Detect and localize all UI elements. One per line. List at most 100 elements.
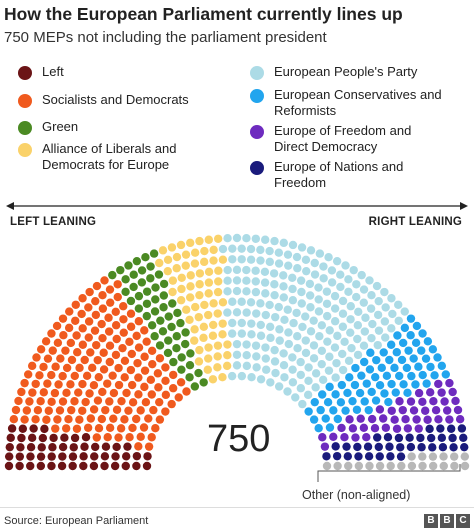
seat bbox=[322, 287, 332, 296]
legend-item-ecr: European Conservatives and Reformists bbox=[250, 87, 454, 119]
seat bbox=[329, 406, 338, 415]
seat bbox=[388, 309, 397, 319]
seat bbox=[159, 291, 169, 300]
seat bbox=[330, 291, 340, 301]
seat bbox=[372, 281, 382, 291]
seat bbox=[448, 387, 457, 397]
seat bbox=[288, 296, 298, 305]
seat bbox=[396, 443, 405, 452]
seat bbox=[208, 331, 218, 340]
seat bbox=[90, 452, 99, 461]
seat bbox=[460, 452, 470, 461]
total-seats: 750 bbox=[207, 418, 271, 460]
seat bbox=[242, 233, 251, 243]
seat bbox=[123, 442, 132, 451]
seat bbox=[449, 443, 458, 452]
seat bbox=[270, 236, 279, 246]
seat bbox=[218, 298, 228, 307]
seat bbox=[128, 398, 138, 407]
seat bbox=[150, 332, 159, 341]
seat bbox=[284, 328, 293, 337]
seat bbox=[437, 361, 447, 371]
seat bbox=[195, 280, 204, 289]
seat bbox=[204, 343, 213, 352]
seat bbox=[417, 346, 426, 355]
seat bbox=[90, 326, 100, 335]
seat bbox=[194, 368, 203, 378]
seat bbox=[404, 346, 413, 355]
seat bbox=[172, 264, 181, 273]
seat bbox=[156, 316, 165, 325]
seat bbox=[442, 406, 452, 415]
seat bbox=[422, 379, 431, 388]
seat bbox=[194, 357, 204, 366]
legend-item-left: Left bbox=[18, 64, 202, 80]
seat bbox=[283, 250, 293, 259]
seat bbox=[338, 309, 348, 318]
seat bbox=[418, 452, 427, 461]
seat bbox=[333, 461, 342, 471]
seat bbox=[177, 353, 186, 362]
seat bbox=[176, 378, 186, 387]
seat bbox=[246, 298, 256, 307]
seat bbox=[438, 443, 448, 452]
seat bbox=[176, 240, 186, 250]
seat bbox=[142, 287, 152, 296]
seat bbox=[105, 423, 115, 433]
seat bbox=[132, 256, 142, 266]
seat bbox=[125, 433, 134, 442]
seat bbox=[98, 333, 107, 343]
seat bbox=[97, 414, 107, 424]
seat bbox=[58, 397, 68, 406]
seat bbox=[360, 397, 369, 406]
seat bbox=[265, 246, 274, 256]
seat bbox=[55, 406, 65, 415]
seat bbox=[436, 424, 445, 433]
seat bbox=[209, 320, 218, 330]
seat bbox=[50, 388, 60, 398]
seat bbox=[84, 303, 93, 312]
seat bbox=[319, 274, 328, 283]
seat bbox=[36, 397, 45, 406]
seat bbox=[64, 415, 73, 424]
seat bbox=[57, 461, 67, 471]
seat bbox=[83, 423, 93, 432]
seat bbox=[405, 433, 414, 442]
seat bbox=[68, 461, 77, 471]
seat bbox=[74, 388, 83, 397]
seat bbox=[86, 414, 96, 423]
seat bbox=[318, 390, 327, 399]
seat bbox=[431, 406, 441, 415]
seat bbox=[60, 433, 69, 442]
seat bbox=[163, 348, 173, 358]
seat bbox=[111, 452, 120, 461]
seat bbox=[309, 316, 318, 325]
seat bbox=[209, 256, 218, 265]
seat bbox=[199, 322, 209, 332]
seat bbox=[374, 442, 383, 452]
seat bbox=[6, 433, 15, 442]
seat bbox=[27, 361, 37, 371]
seat bbox=[191, 302, 200, 312]
seat bbox=[79, 452, 88, 461]
seat bbox=[17, 433, 26, 443]
seat bbox=[394, 300, 403, 309]
seat bbox=[140, 366, 150, 375]
seat bbox=[381, 423, 391, 432]
seat bbox=[186, 349, 195, 358]
seat bbox=[58, 371, 67, 381]
seat bbox=[418, 329, 427, 338]
seat bbox=[322, 452, 331, 461]
seat bbox=[51, 362, 60, 371]
seat bbox=[137, 278, 147, 287]
seat bbox=[441, 370, 450, 379]
seat bbox=[121, 461, 130, 471]
seat bbox=[325, 423, 335, 432]
seat bbox=[400, 307, 409, 316]
seat bbox=[190, 382, 200, 391]
seat bbox=[203, 365, 212, 374]
seat bbox=[337, 380, 347, 390]
seat bbox=[140, 326, 149, 335]
seat bbox=[94, 372, 103, 382]
seat bbox=[52, 321, 62, 331]
